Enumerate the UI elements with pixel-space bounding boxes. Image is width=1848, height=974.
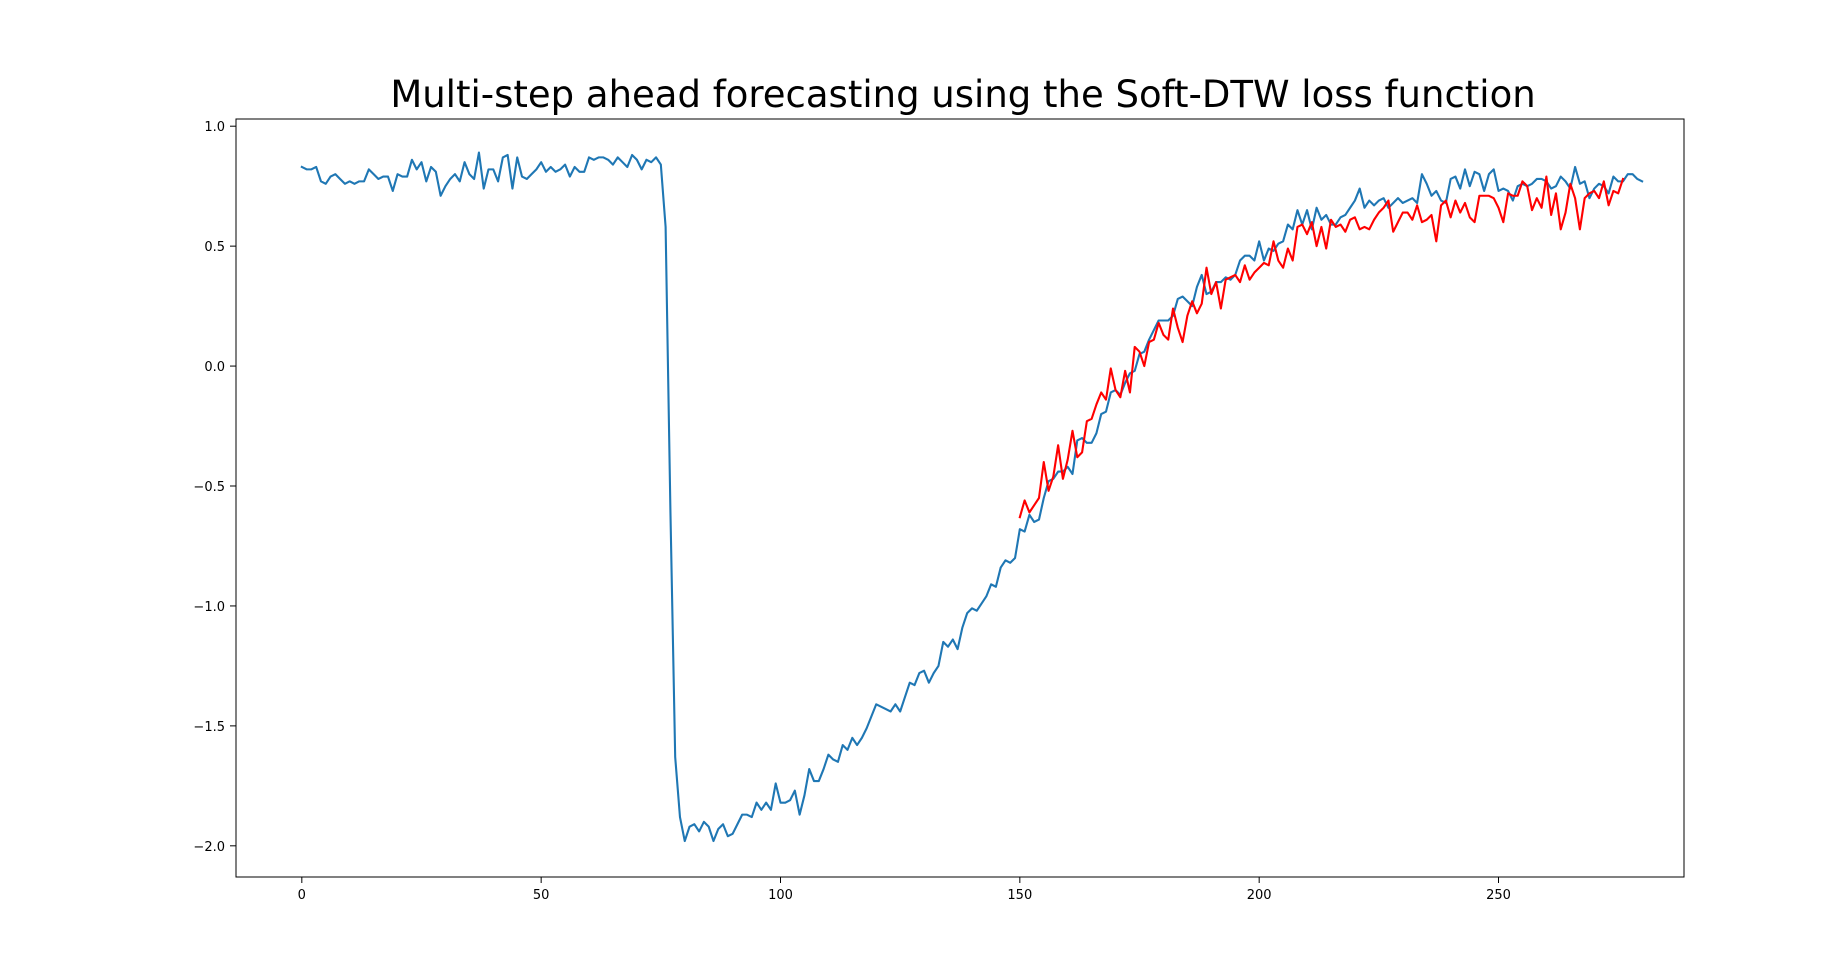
x-tick-label: 250: [1486, 888, 1511, 903]
series-layer: [300, 151, 1644, 843]
y-tick-label: 1.0: [204, 120, 225, 135]
y-tick-label: 0.0: [204, 360, 225, 375]
y-tick-label: −0.5: [193, 480, 225, 495]
plot-area-frame: [235, 118, 1685, 878]
x-tick-label: 150: [1007, 888, 1032, 903]
y-tick-label: −1.5: [193, 720, 225, 735]
series-line-1: [300, 151, 1644, 843]
y-tick-label: −2.0: [193, 840, 225, 855]
x-tick-label: 100: [768, 888, 793, 903]
chart-title: Multi-step ahead forecasting using the S…: [390, 73, 1535, 116]
y-axis: 1.0 0.5 0.0 −0.5 −1.0 −1.5 −2.0: [193, 120, 236, 855]
x-tick-label: 50: [533, 888, 550, 903]
y-tick-label: −1.0: [193, 600, 225, 615]
y-tick-label: 0.5: [204, 240, 225, 255]
x-tick-label: 200: [1247, 888, 1272, 903]
x-tick-label: 0: [298, 888, 306, 903]
series-line-2: [1018, 175, 1625, 519]
x-axis: 0 50 100 150 200 250: [298, 877, 1511, 903]
